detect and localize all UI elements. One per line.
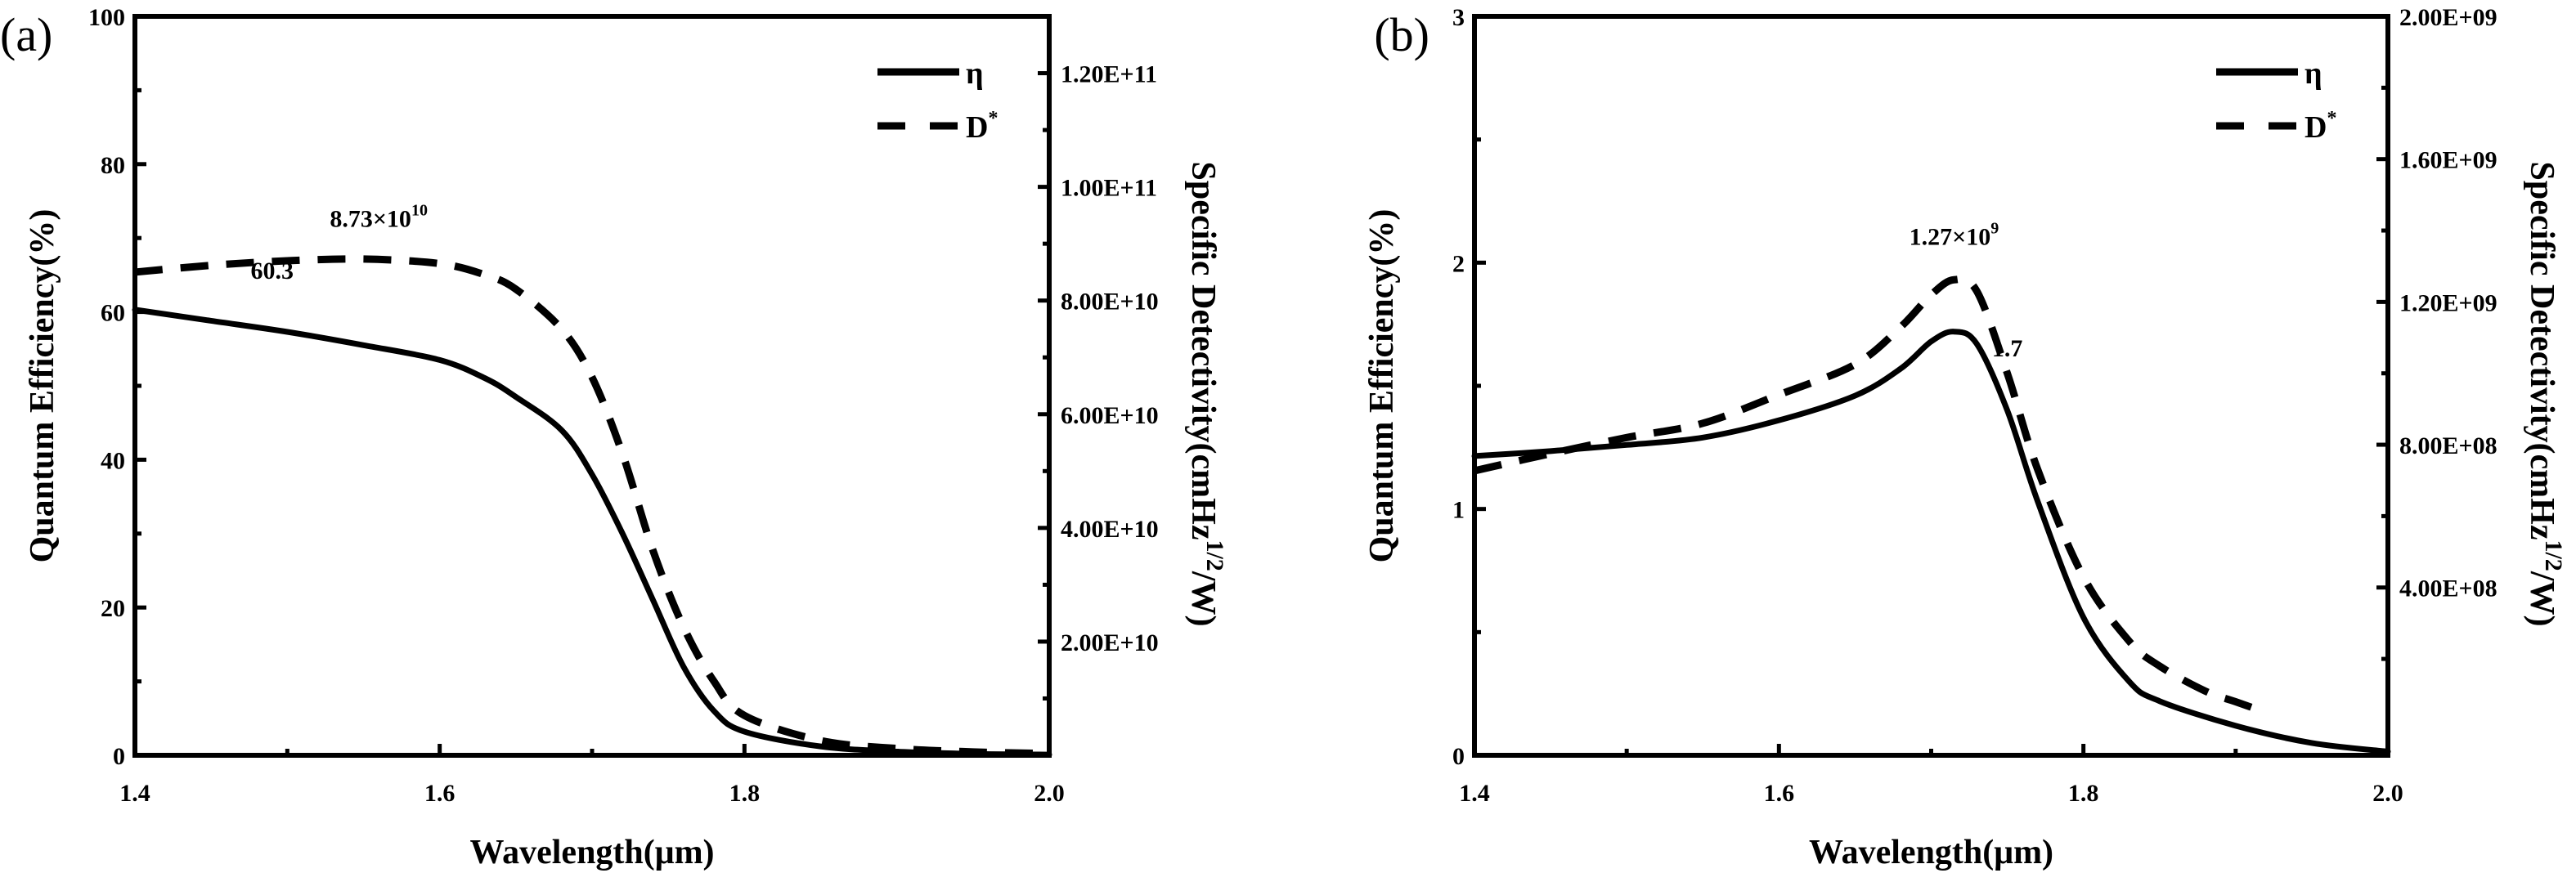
y2-tick-label: 2.00E+09 (2399, 4, 2497, 31)
annotation: 8.73×1010 (330, 201, 428, 232)
y-tick-label: 0 (113, 743, 125, 770)
x-tick-label: 1.4 (1459, 780, 1490, 807)
y2-axis-title: Specific Detectivity(cmHz1/2/W) (2523, 162, 2567, 627)
y-tick-label: 0 (1452, 743, 1465, 770)
annotation-text: 1.27×10 (1910, 223, 1991, 250)
x-tick-label: 1.4 (119, 780, 150, 807)
y2-tick-label: 1.20E+09 (2399, 289, 2497, 316)
y2-axis-title: Specific Detectivity(cmHz1/2/W) (1184, 162, 1228, 627)
y2-tick-label: 1.60E+09 (2399, 147, 2497, 174)
y-tick-label: 40 (101, 447, 125, 474)
y2-title-sup: 1/2 (2540, 539, 2567, 571)
plot-frame (132, 14, 1052, 758)
y-tick-label: 3 (1452, 4, 1465, 31)
annotation-sup: 10 (411, 201, 428, 219)
series-line-eta (132, 307, 1052, 758)
y2-tick-label: 1.20E+11 (1061, 61, 1157, 88)
legend-label: η (966, 56, 984, 91)
annotation-sup: 9 (1990, 219, 1999, 237)
y2-title-text: Specific Detectivity(cmHz (1184, 162, 1222, 540)
y-tick-label: 60 (101, 300, 125, 327)
y2-tick-label: 4.00E+08 (2399, 575, 2497, 602)
y2-title-tail: /W) (1184, 571, 1222, 627)
series-line-dstar (134, 255, 1050, 758)
legend-label-sup: * (2327, 108, 2336, 129)
annotation: 1.7 (1992, 335, 2023, 362)
y2-tick-label: 4.00E+10 (1061, 516, 1159, 543)
y2-title-sup: 1/2 (1201, 539, 1228, 571)
legend-label-text: η (2304, 56, 2322, 91)
y-tick-label: 80 (101, 152, 125, 179)
panel-label: (b) (1374, 8, 1429, 61)
annotation-text: 1.7 (1992, 335, 2023, 362)
y-tick-label: 20 (101, 595, 125, 622)
y2-title-text: Specific Detectivity(cmHz (2523, 162, 2560, 540)
y-tick-label: 100 (88, 4, 125, 31)
panel-a: 1.4 1.6 1.8 2.0 0 20 40 60 80 100 2.00E+10 4.00E+10… (0, 4, 1228, 871)
y2-tick-label: 8.00E+08 (2399, 432, 2497, 459)
legend-label-sup: * (988, 108, 998, 129)
x-tick-label: 1.8 (729, 780, 761, 807)
annotation-text: 60.3 (250, 257, 294, 284)
legend-label-text: η (966, 56, 984, 91)
x-tick-label: 1.6 (424, 780, 456, 807)
y-axis-title: Quantum Efficiency(%) (1363, 209, 1401, 563)
x-tick-label: 2.0 (2372, 780, 2403, 807)
y2-tick-label: 1.00E+11 (1061, 175, 1157, 202)
x-tick-label: 1.8 (2068, 780, 2099, 807)
legend-label: η (2304, 56, 2322, 91)
y2-tick-label: 2.00E+10 (1061, 629, 1159, 656)
panel-b: 1.4 1.6 1.8 2.0 0 1 2 3 4.00E+08 8.00E+08 1.20E+09… (1363, 4, 2567, 871)
legend-label: D* (966, 108, 998, 145)
plot-frame (1472, 14, 2390, 758)
y-axis-title: Quantum Efficiency(%) (24, 209, 61, 563)
x-axis-title: Wavelength(μm) (469, 834, 714, 871)
annotation-text: 8.73×10 (330, 205, 411, 232)
x-tick-label: 1.6 (1764, 780, 1795, 807)
series-line-eta (1471, 329, 2391, 754)
legend-label-text: D (2304, 110, 2327, 145)
legend-label-text: D (966, 110, 988, 145)
series-line-dstar (1474, 275, 2268, 716)
panel-label: (a) (0, 8, 52, 61)
y2-title-tail: /W) (2523, 571, 2560, 627)
annotation: 60.3 (250, 257, 294, 284)
y-tick-label: 1 (1452, 497, 1465, 524)
x-tick-label: 2.0 (1034, 780, 1065, 807)
annotation: 1.27×109 (1910, 219, 1999, 250)
y2-tick-label: 8.00E+10 (1061, 289, 1159, 316)
x-axis-title: Wavelength(μm) (1809, 834, 2053, 871)
legend-label: D* (2304, 108, 2336, 145)
y-tick-label: 2 (1452, 250, 1465, 277)
y2-tick-label: 6.00E+10 (1061, 402, 1159, 429)
